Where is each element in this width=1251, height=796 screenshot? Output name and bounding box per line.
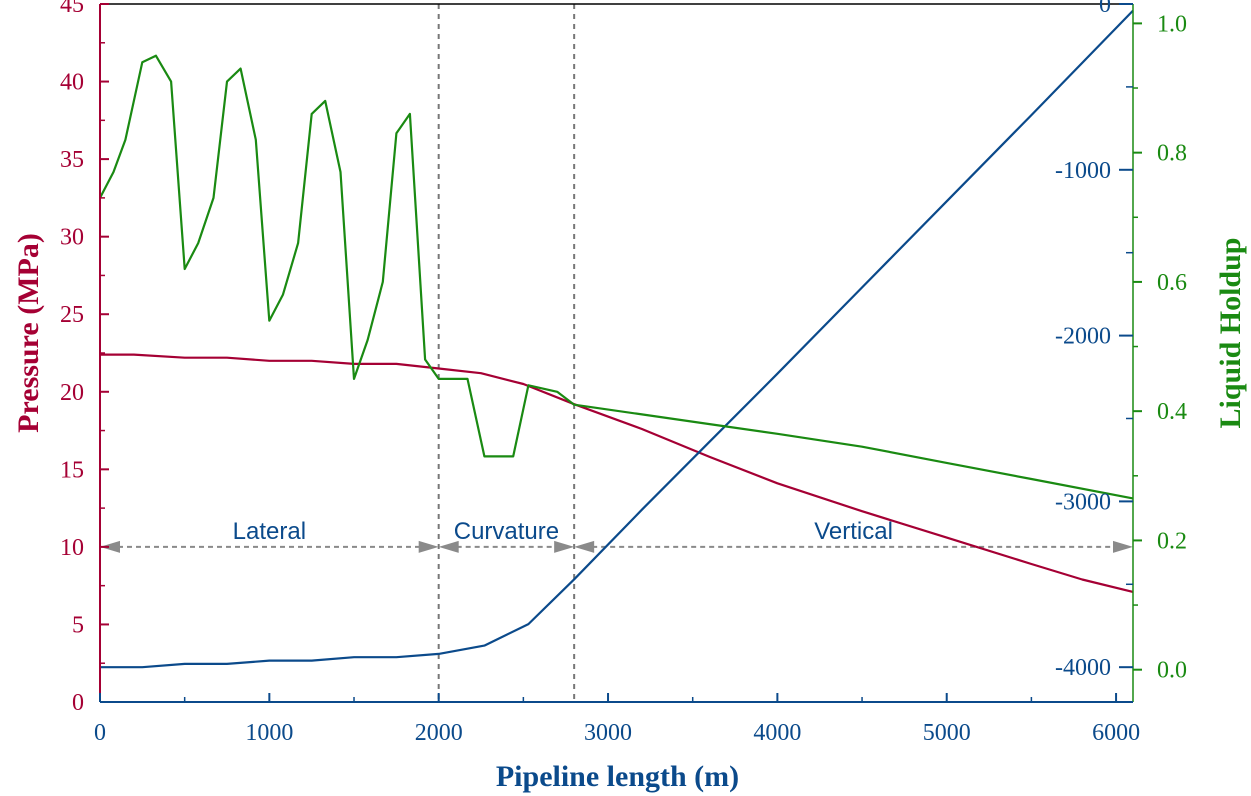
pressure-axis-title: Pressure (MPa) [12, 233, 45, 433]
x-tick-label: 3000 [584, 720, 632, 746]
x-tick-label: 2000 [415, 720, 463, 746]
holdup-tick-label: 1.0 [1157, 11, 1187, 37]
section-label: Vertical [814, 518, 893, 545]
pressure-tick-label: 30 [60, 225, 84, 251]
depth-tick-label: -4000 [1055, 655, 1111, 681]
holdup-tick-label: 0.2 [1157, 528, 1187, 554]
section-label: Curvature [454, 518, 559, 545]
liquid-holdup-axis-title: Liquid Holdup [1214, 238, 1247, 429]
depth-tick-label: 0 [1099, 0, 1111, 18]
pressure-tick-label: 20 [60, 380, 84, 406]
pressure-series-line [100, 353, 1134, 593]
pressure-tick-label: 15 [60, 457, 84, 483]
x-tick-label: 6000 [1092, 720, 1140, 746]
holdup-tick-label: 0.8 [1157, 141, 1187, 167]
holdup-tick-label: 0.6 [1157, 270, 1187, 296]
section-label: Lateral [233, 518, 306, 545]
depth-series-line [100, 9, 1134, 669]
x-tick-label: 0 [94, 720, 106, 746]
depth-tick-label: -1000 [1055, 158, 1111, 184]
x-tick-label: 4000 [753, 720, 801, 746]
holdup-series-line [99, 54, 1134, 500]
pressure-tick-label: 0 [72, 690, 84, 716]
x-axis-title: Pipeline length (m) [496, 760, 739, 793]
axes-layer: 0 5 10 15 20 25 30 35 40 45 0 1000 2000 3000 4000 5000 6… [60, 0, 1187, 746]
depth-tick-label: -2000 [1055, 324, 1111, 350]
holdup-tick-label: 0.0 [1157, 658, 1187, 684]
x-tick-label: 1000 [245, 720, 293, 746]
section-arrow-head-left [574, 540, 595, 553]
pressure-tick-label: 25 [60, 302, 84, 328]
pressure-tick-label: 10 [60, 535, 84, 561]
section-arrow-head-right [1113, 540, 1133, 553]
section-arrow-head-right [418, 540, 439, 553]
x-tick-label: 5000 [923, 720, 971, 746]
section-arrow-head-right [554, 540, 575, 553]
pressure-tick-label: 45 [60, 0, 84, 18]
section-arrow-head-left [100, 540, 120, 553]
section-arrow-head-left [438, 540, 459, 553]
pressure-tick-label: 5 [72, 612, 84, 638]
holdup-tick-label: 0.4 [1157, 399, 1187, 425]
pressure-tick-label: 35 [60, 147, 84, 173]
pressure-tick-label: 40 [60, 70, 84, 96]
depth-tick-label: -3000 [1055, 489, 1111, 515]
plot-layer: Lateral Curvature Vertical [99, 4, 1134, 702]
